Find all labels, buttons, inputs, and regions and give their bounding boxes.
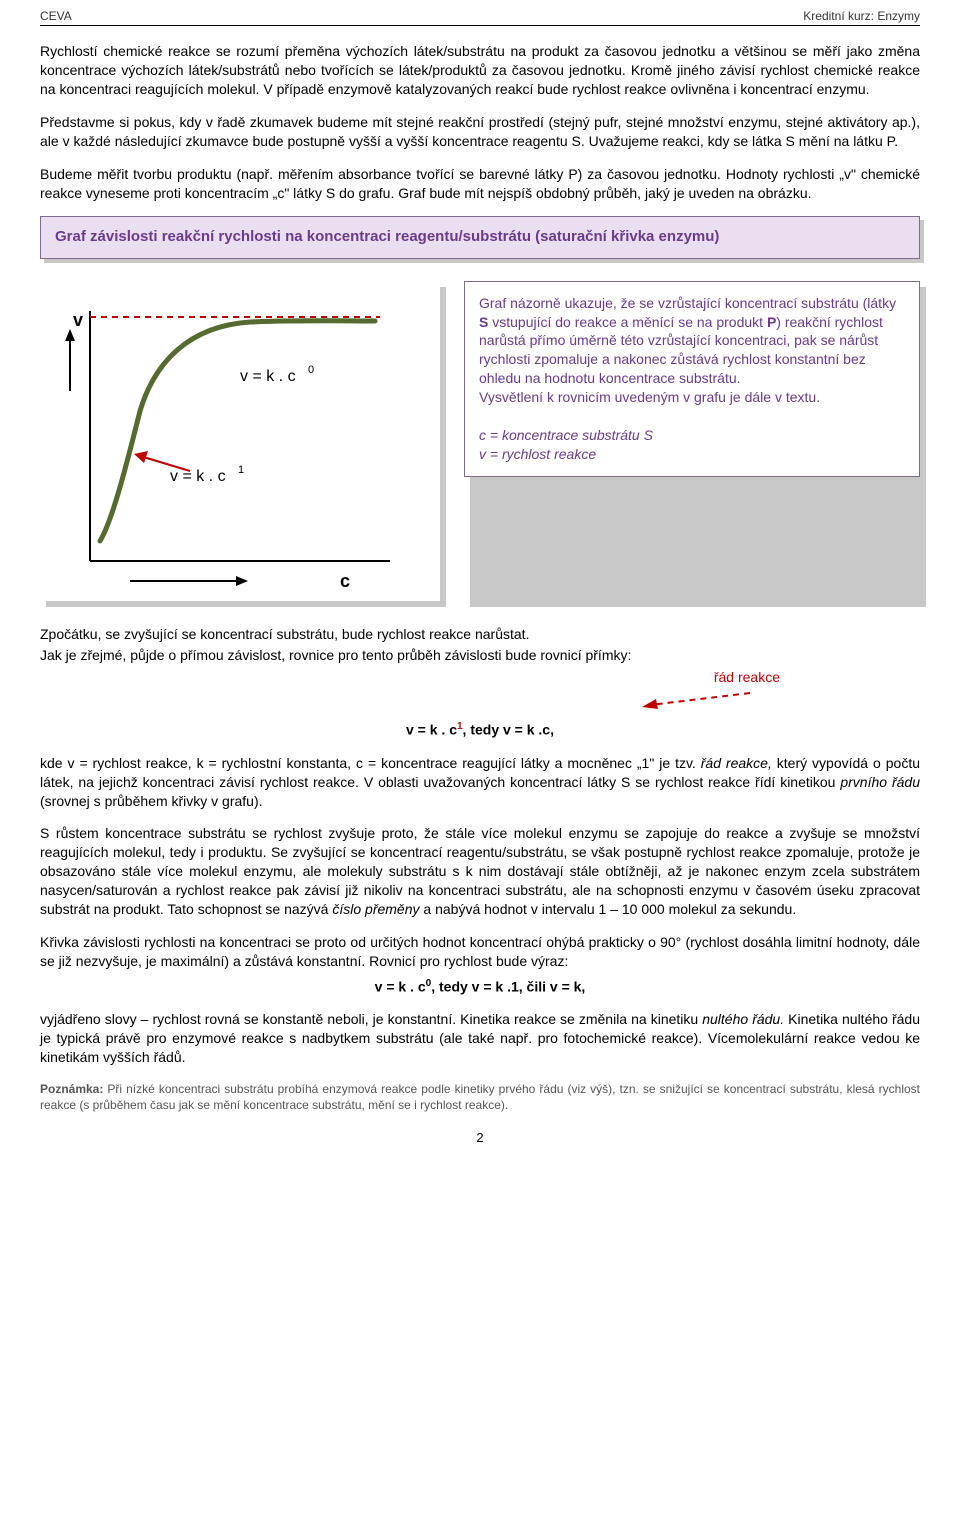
paragraph-1: Rychlostí chemické reakce se rozumí přem… bbox=[40, 42, 920, 99]
svg-text:0: 0 bbox=[308, 364, 314, 376]
paragraph-6: S růstem koncentrace substrátu se rychlo… bbox=[40, 824, 920, 918]
equation-1: v = k . c1, tedy v = k .c, bbox=[40, 720, 920, 740]
paragraph-7: Křivka závislosti rychlosti na koncentra… bbox=[40, 933, 920, 971]
page-number: 2 bbox=[40, 1129, 920, 1147]
saturation-chart: v c v = k . c 0 v = k . c 1 bbox=[40, 281, 440, 601]
paragraph-3: Budeme měřit tvorbu produktu (např. měře… bbox=[40, 165, 920, 203]
page-header: CEVA Kreditní kurz: Enzymy bbox=[40, 8, 920, 26]
paragraph-8: vyjádřeno slovy – rychlost rovná se kons… bbox=[40, 1010, 920, 1067]
y-axis-label: v bbox=[73, 310, 83, 330]
desc-S: S bbox=[479, 314, 488, 330]
eq-upper: v = k . c bbox=[240, 368, 296, 385]
legend-v: v = rychlost reakce bbox=[479, 446, 596, 462]
paragraph-4b: Jak je zřejmé, půjde o přímou závislost,… bbox=[40, 646, 920, 665]
x-axis-label: c bbox=[340, 571, 350, 591]
desc-text-2: Vysvětlení k rovnicím uvedeným v grafu j… bbox=[479, 389, 820, 405]
footnote: Poznámka: Při nízké koncentraci substrát… bbox=[40, 1081, 920, 1113]
desc-P: P bbox=[767, 314, 776, 330]
order-label-row: řád reakce bbox=[40, 668, 780, 687]
svg-text:1: 1 bbox=[238, 464, 244, 476]
order-dash-arrow bbox=[40, 689, 760, 714]
section-banner: Graf závislosti reakční rychlosti na kon… bbox=[40, 216, 920, 258]
chart-description-box: Graf názorně ukazuje, že se vzrůstající … bbox=[464, 281, 920, 601]
paragraph-4a: Zpočátku, se zvyšující se koncentrací su… bbox=[40, 625, 920, 644]
header-left: CEVA bbox=[40, 8, 72, 24]
desc-text-1b: vstupující do reakce a měnící se na prod… bbox=[488, 314, 767, 330]
header-right: Kreditní kurz: Enzymy bbox=[803, 8, 920, 24]
paragraph-5: kde v = rychlost reakce, k = rychlostní … bbox=[40, 754, 920, 811]
eq-lower: v = k . c bbox=[170, 468, 226, 485]
desc-text-1a: Graf názorně ukazuje, že se vzrůstající … bbox=[479, 295, 896, 311]
legend-c: c = koncentrace substrátu S bbox=[479, 427, 653, 443]
equation-2: v = k . c0, tedy v = k .1, čili v = k, bbox=[40, 977, 920, 997]
order-label: řád reakce bbox=[714, 669, 780, 685]
paragraph-2: Představme si pokus, kdy v řadě zkumavek… bbox=[40, 113, 920, 151]
banner-title: Graf závislosti reakční rychlosti na kon… bbox=[40, 216, 920, 258]
